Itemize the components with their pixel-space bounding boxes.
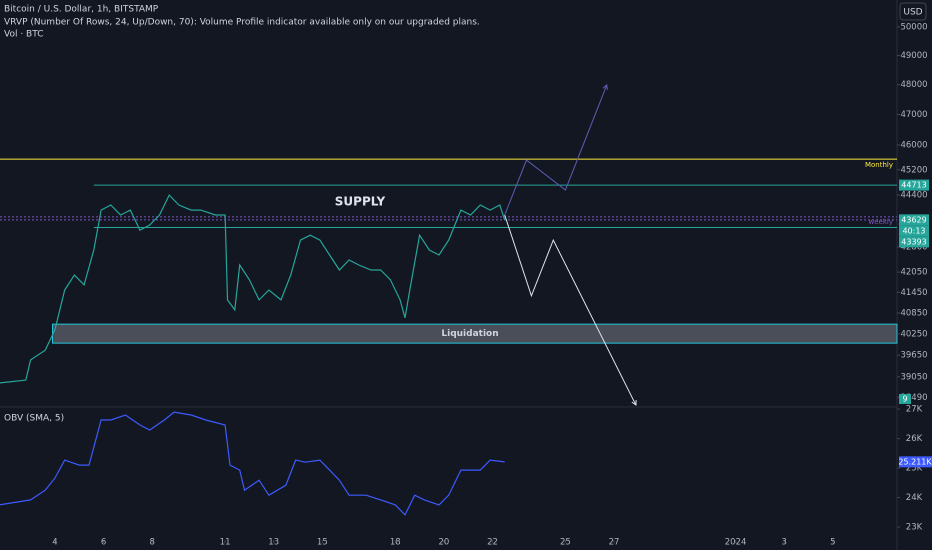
x-tick-label: 2024 bbox=[725, 538, 747, 548]
x-tick-label: 6 bbox=[101, 538, 106, 548]
price-tag-label: 43629 bbox=[901, 215, 926, 224]
level-label: weekly bbox=[869, 218, 893, 226]
y-tick-label: 41450 bbox=[900, 288, 927, 298]
obv-y-tick-label: 23K bbox=[906, 523, 923, 533]
volume-tag-label: 9 bbox=[902, 395, 907, 404]
projection-path bbox=[504, 84, 608, 216]
countdown-tag bbox=[899, 225, 929, 237]
vrvp-note: VRVP (Number Of Rows, 24, Up/Down, 70): … bbox=[4, 18, 480, 28]
y-tick-label: 44400 bbox=[900, 191, 927, 201]
obv-y-tick-label: 25K bbox=[906, 464, 923, 474]
price-tag-label: 43393 bbox=[901, 237, 926, 246]
arrowhead bbox=[631, 399, 637, 406]
x-tick-label: 3 bbox=[781, 538, 786, 548]
y-tick-label: 40850 bbox=[900, 309, 927, 319]
y-tick-label: 42800 bbox=[900, 243, 927, 253]
y-tick-label: 39650 bbox=[900, 351, 927, 361]
y-tick-label: 40250 bbox=[900, 329, 927, 339]
x-tick-label: 20 bbox=[438, 538, 449, 548]
y-tick-label: 50000 bbox=[900, 22, 927, 32]
y-tick-label: 49000 bbox=[900, 51, 927, 61]
x-tick-label: 8 bbox=[149, 538, 154, 548]
projection-path bbox=[504, 214, 637, 406]
y-tick-label: 38490 bbox=[900, 393, 927, 403]
level-label: Monthly bbox=[865, 161, 893, 169]
price-tag bbox=[899, 179, 929, 191]
x-tick-label: 5 bbox=[830, 538, 835, 548]
price-line bbox=[0, 194, 506, 384]
y-tick-label: 46000 bbox=[900, 140, 927, 150]
countdown-label: 40:13 bbox=[902, 226, 925, 235]
supply-label: SUPPLY bbox=[335, 195, 386, 209]
arrowhead bbox=[602, 84, 608, 91]
y-tick-label: 45200 bbox=[900, 165, 927, 175]
y-tick-label: 47000 bbox=[900, 110, 927, 120]
obv-line bbox=[0, 411, 505, 516]
symbol: Bitcoin / U.S. Dollar, 1h, BITSTAMP bbox=[4, 5, 159, 15]
volume-label: Vol · BTC bbox=[4, 30, 43, 40]
price-tag bbox=[899, 214, 929, 226]
obv-tag bbox=[899, 456, 932, 468]
x-tick-label: 22 bbox=[487, 538, 498, 548]
currency[interactable]: USD bbox=[903, 8, 922, 18]
volume-tag bbox=[899, 394, 911, 404]
x-tick-label: 13 bbox=[268, 538, 279, 548]
price-tag-label: 44713 bbox=[901, 181, 926, 190]
y-tick-label: 39050 bbox=[900, 372, 927, 382]
x-tick-label: 15 bbox=[317, 538, 328, 548]
price-tag bbox=[899, 236, 929, 248]
x-tick-label: 4 bbox=[52, 538, 57, 548]
obv-tag-label: 25.211K bbox=[898, 457, 932, 466]
x-tick-label: 25 bbox=[560, 538, 571, 548]
y-tick-label: 48000 bbox=[900, 80, 927, 90]
x-tick-label: 18 bbox=[390, 538, 401, 548]
obv-title: OBV (SMA, 5) bbox=[4, 414, 64, 424]
obv-y-tick-label: 26K bbox=[906, 434, 923, 444]
y-tick-label: 42050 bbox=[900, 268, 927, 278]
currency-button[interactable] bbox=[899, 2, 927, 21]
zone-label: Liquidation bbox=[441, 329, 498, 339]
obv-y-tick-label: 24K bbox=[906, 493, 923, 503]
x-tick-label: 27 bbox=[609, 538, 620, 548]
obv-y-tick-label: 27K bbox=[906, 405, 923, 415]
x-tick-label: 11 bbox=[220, 538, 231, 548]
